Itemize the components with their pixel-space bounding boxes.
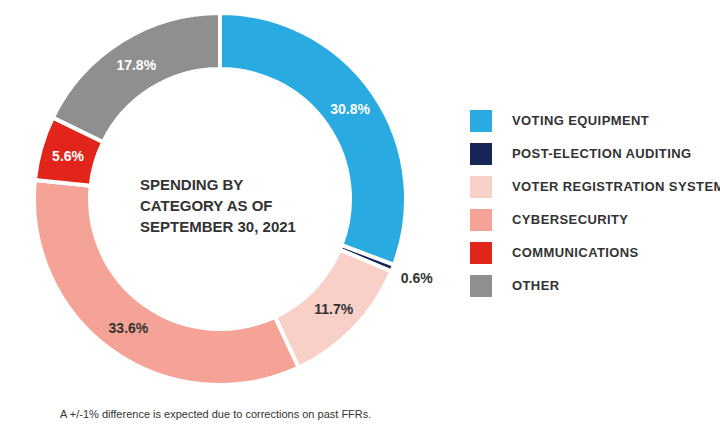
html-text:SPENDING BY: SPENDING BY [140, 176, 244, 193]
svg-text:33.6%: 33.6% [109, 320, 149, 336]
svg-text:11.7%: 11.7% [314, 301, 353, 317]
html-text:POST-ELECTION AUDITING: POST-ELECTION AUDITING [512, 146, 692, 161]
html-text:CATEGORY AS OF: CATEGORY AS OF [140, 197, 273, 214]
svg-text:0.6%: 0.6% [401, 270, 433, 286]
svg-text:30.8%: 30.8% [330, 101, 370, 117]
html-text:CYBERSECURITY: CYBERSECURITY [512, 212, 629, 227]
html-text:SEPTEMBER 30, 2021: SEPTEMBER 30, 2021 [140, 218, 296, 235]
html-text:COMMUNICATIONS: COMMUNICATIONS [512, 245, 639, 260]
svg-text:5.6%: 5.6% [52, 148, 84, 164]
html-text:VOTING EQUIPMENT: VOTING EQUIPMENT [512, 113, 650, 128]
html-text:OTHER: OTHER [512, 278, 560, 293]
svg-text:17.8%: 17.8% [116, 57, 156, 73]
html-text:A +/-1% difference is expected: A +/-1% difference is expected due to co… [60, 408, 372, 420]
